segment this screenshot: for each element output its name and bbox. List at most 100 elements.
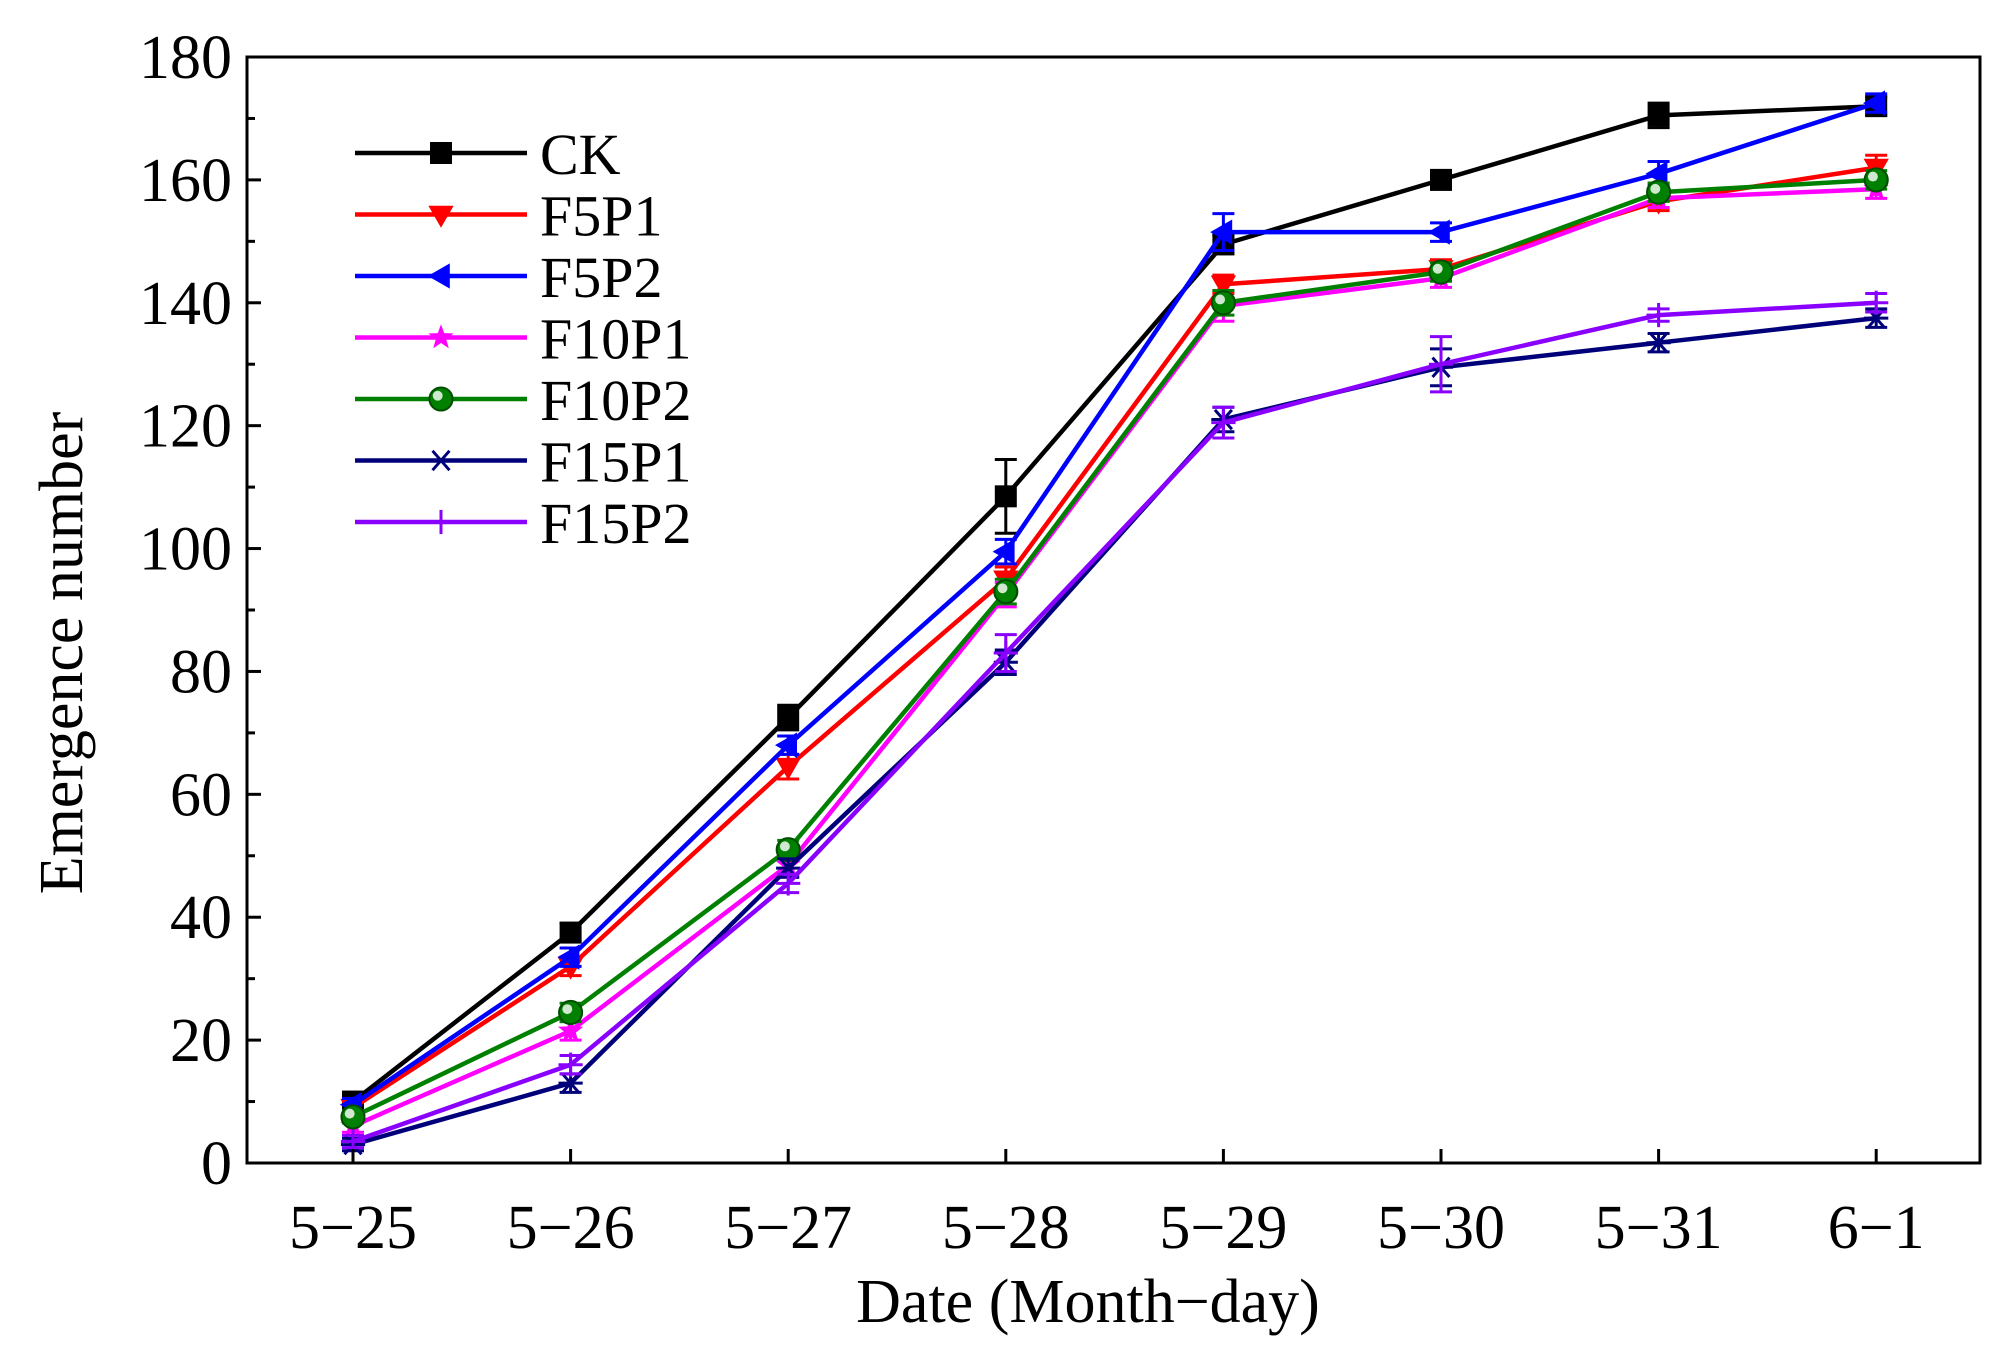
circle-marker-highlight	[562, 1004, 573, 1015]
legend-item-f10p1: F10P1	[355, 307, 692, 372]
x-tick-label: 5−27	[724, 1194, 852, 1262]
circle-marker-highlight	[779, 841, 790, 852]
data-point	[1864, 290, 1889, 315]
triangle-marker-shape	[1210, 275, 1237, 298]
legend-item-f15p2: F15P2	[355, 491, 692, 556]
triangle-marker-shape	[557, 944, 580, 970]
data-point	[776, 871, 801, 896]
data-point	[558, 999, 584, 1026]
data-point	[1863, 167, 1889, 193]
data-point	[1210, 219, 1233, 245]
legend-label: F15P1	[540, 430, 692, 495]
data-point	[558, 1052, 583, 1077]
legend-label: CK	[540, 122, 621, 187]
data-point	[775, 757, 801, 780]
data-point	[1427, 219, 1450, 245]
x-tick-label: 5−30	[1377, 1194, 1505, 1262]
legend-marker	[428, 324, 454, 349]
y-axis-title: Emergence number	[28, 411, 96, 894]
x-tick-label: 5−26	[507, 1194, 635, 1262]
circle-marker-highlight	[1650, 183, 1661, 194]
axis-layer: 0 20 40 60 80 100 120 140 160 180 5−25 5−26 5−27 5−28…	[139, 24, 1982, 1262]
triangle-marker-shape	[775, 757, 801, 780]
legend-item-f15p1: F15P1	[355, 430, 692, 495]
legend-marker	[428, 449, 454, 472]
legend-item-f5p2: F5P2	[355, 245, 663, 310]
asterisk-stroke	[561, 1072, 581, 1094]
series-layer	[339, 90, 1889, 1156]
y-tick-label: 80	[170, 638, 232, 706]
y-tick-label: 140	[139, 270, 232, 338]
data-point	[557, 944, 580, 970]
asterisk-stroke	[431, 449, 451, 472]
data-point	[1863, 90, 1885, 116]
asterisk-stroke	[1649, 332, 1669, 354]
triangle-marker-shape	[427, 263, 450, 289]
legend-label: F15P2	[540, 491, 692, 556]
circle-marker-highlight	[1432, 263, 1443, 274]
data-point	[1210, 275, 1237, 298]
triangle-marker-shape	[1427, 219, 1450, 245]
legend-marker	[428, 386, 454, 412]
circle-marker-highlight	[1867, 171, 1878, 182]
y-tick-label: 100	[139, 516, 232, 584]
series-f15p2	[340, 290, 1889, 1154]
star-marker-shape	[428, 324, 454, 349]
data-point	[994, 485, 1017, 508]
data-point	[1647, 104, 1670, 127]
series-line	[351, 100, 1877, 1107]
y-tick-label: 120	[139, 393, 232, 461]
legend-label: F5P2	[540, 245, 663, 310]
circle-marker-highlight	[997, 583, 1008, 594]
y-tick-label: 180	[139, 24, 232, 92]
circle-marker-highlight	[432, 390, 443, 401]
series-f10p2	[340, 167, 1889, 1130]
legend-marker	[430, 142, 452, 164]
y-tick-label: 40	[170, 884, 232, 952]
legend-item-ck: CK	[355, 122, 621, 187]
x-tick-label: 5−28	[942, 1194, 1070, 1262]
legend-marker	[428, 205, 454, 228]
data-point	[340, 1104, 366, 1130]
data-point	[1211, 410, 1236, 435]
legend-marker	[428, 509, 454, 535]
data-point	[777, 706, 800, 729]
data-point	[558, 1072, 583, 1094]
data-point	[1428, 352, 1454, 377]
x-tick-label: 5−31	[1595, 1194, 1723, 1262]
square-marker-shape	[1430, 168, 1452, 191]
x-tick-label: 6−1	[1828, 1194, 1925, 1262]
triangle-marker-shape	[1863, 90, 1885, 116]
x-tick-label: 5−29	[1159, 1194, 1287, 1262]
triangle-marker-shape	[1210, 219, 1233, 245]
x-tick-label: 5−25	[289, 1194, 417, 1262]
data-point	[558, 1017, 584, 1042]
data-point	[775, 732, 797, 758]
triangle-marker-shape	[775, 732, 797, 758]
y-tick-label: 160	[139, 147, 232, 215]
y-tick-label: 0	[201, 1130, 232, 1198]
data-point	[1430, 168, 1452, 191]
data-point	[993, 579, 1019, 605]
legend-marker	[427, 263, 450, 289]
legend-label: F10P1	[540, 307, 692, 372]
legend-label: F5P1	[540, 184, 663, 249]
square-marker-shape	[559, 921, 582, 944]
data-point	[1210, 290, 1236, 316]
y-tick-label: 60	[170, 761, 232, 829]
data-point	[992, 538, 1015, 565]
series-line	[352, 177, 1877, 1119]
series-line	[351, 103, 1877, 1104]
legend-item-f10p2: F10P2	[355, 368, 692, 433]
triangle-marker-shape	[992, 538, 1015, 565]
data-point	[1428, 259, 1454, 285]
x-axis-title: Date (Month−day)	[856, 1268, 1320, 1336]
square-marker-shape	[430, 142, 452, 164]
triangle-marker-shape	[428, 205, 454, 228]
legend-item-f5p1: F5P1	[355, 184, 663, 249]
square-marker-shape	[994, 485, 1017, 508]
circle-marker-highlight	[1215, 294, 1226, 305]
